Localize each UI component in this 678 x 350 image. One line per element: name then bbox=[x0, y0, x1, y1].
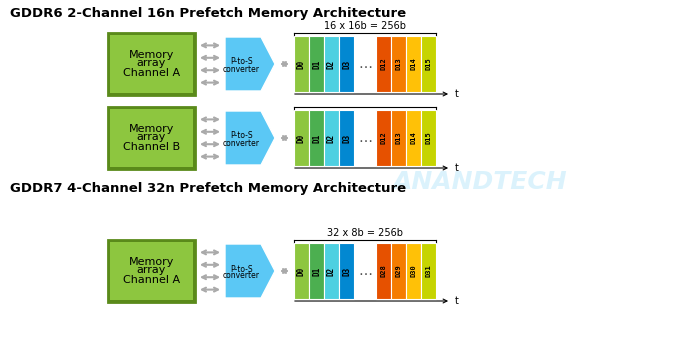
Bar bbox=[309, 36, 324, 92]
Text: Channel B: Channel B bbox=[123, 142, 180, 152]
Text: D28: D28 bbox=[380, 265, 386, 277]
Bar bbox=[294, 36, 309, 92]
Bar bbox=[339, 36, 354, 92]
Text: D30: D30 bbox=[410, 265, 416, 277]
Text: converter: converter bbox=[223, 139, 260, 147]
Text: D2: D2 bbox=[327, 133, 336, 143]
Bar bbox=[294, 243, 309, 299]
Polygon shape bbox=[225, 244, 275, 298]
Text: D3: D3 bbox=[342, 133, 351, 143]
Text: GDDR7 4-Channel 32n Prefetch Memory Architecture: GDDR7 4-Channel 32n Prefetch Memory Arch… bbox=[10, 182, 406, 195]
Bar bbox=[406, 36, 421, 92]
Polygon shape bbox=[225, 37, 275, 91]
Bar bbox=[108, 33, 195, 95]
Text: D13: D13 bbox=[395, 132, 401, 144]
Bar bbox=[110, 109, 193, 167]
Text: D1: D1 bbox=[312, 266, 321, 276]
Text: D3: D3 bbox=[342, 60, 351, 69]
Text: array: array bbox=[137, 58, 166, 68]
Text: D14: D14 bbox=[410, 58, 416, 70]
Text: …: … bbox=[358, 131, 372, 145]
Text: D2: D2 bbox=[327, 60, 336, 69]
Bar bbox=[421, 110, 436, 166]
Bar bbox=[421, 243, 436, 299]
Bar bbox=[309, 243, 324, 299]
Text: D15: D15 bbox=[426, 132, 431, 144]
Bar bbox=[391, 36, 406, 92]
Text: ANANDTECH: ANANDTECH bbox=[393, 170, 567, 194]
Text: D1: D1 bbox=[312, 60, 321, 69]
Text: D12: D12 bbox=[380, 58, 386, 70]
Text: 16 x 16b = 256b: 16 x 16b = 256b bbox=[324, 21, 406, 31]
Bar bbox=[108, 107, 195, 169]
Text: D29: D29 bbox=[395, 265, 401, 277]
Text: D13: D13 bbox=[395, 58, 401, 70]
Text: D0: D0 bbox=[297, 133, 306, 143]
Text: D0: D0 bbox=[297, 60, 306, 69]
Text: converter: converter bbox=[223, 64, 260, 74]
Polygon shape bbox=[225, 111, 275, 165]
Bar bbox=[376, 110, 391, 166]
Bar bbox=[110, 35, 193, 93]
Text: Memory: Memory bbox=[129, 124, 174, 134]
Text: D0: D0 bbox=[297, 266, 306, 276]
Bar bbox=[406, 243, 421, 299]
Text: 32 x 8b = 256b: 32 x 8b = 256b bbox=[327, 228, 403, 238]
Text: t: t bbox=[455, 296, 459, 306]
Bar bbox=[376, 243, 391, 299]
Text: Channel A: Channel A bbox=[123, 68, 180, 78]
Text: GDDR6 2-Channel 16n Prefetch Memory Architecture: GDDR6 2-Channel 16n Prefetch Memory Arch… bbox=[10, 7, 406, 20]
Text: Memory: Memory bbox=[129, 50, 174, 60]
Text: t: t bbox=[455, 89, 459, 99]
Text: P-to-S: P-to-S bbox=[231, 57, 253, 66]
Text: D14: D14 bbox=[410, 132, 416, 144]
Text: array: array bbox=[137, 265, 166, 275]
Text: D1: D1 bbox=[312, 133, 321, 143]
Bar bbox=[339, 110, 354, 166]
Text: converter: converter bbox=[223, 272, 260, 280]
Bar bbox=[110, 242, 193, 300]
Text: …: … bbox=[358, 264, 372, 278]
Bar bbox=[376, 36, 391, 92]
Bar bbox=[324, 36, 339, 92]
Bar bbox=[339, 243, 354, 299]
Text: D2: D2 bbox=[327, 266, 336, 276]
Bar bbox=[309, 110, 324, 166]
Text: D3: D3 bbox=[342, 266, 351, 276]
Text: P-to-S: P-to-S bbox=[231, 132, 253, 140]
Bar bbox=[391, 110, 406, 166]
Bar bbox=[421, 36, 436, 92]
Bar bbox=[391, 243, 406, 299]
Text: D31: D31 bbox=[426, 265, 431, 277]
Bar bbox=[108, 240, 195, 302]
Text: P-to-S: P-to-S bbox=[231, 265, 253, 273]
Text: t: t bbox=[455, 163, 459, 173]
Text: Memory: Memory bbox=[129, 257, 174, 267]
Text: Channel A: Channel A bbox=[123, 275, 180, 285]
Bar bbox=[406, 110, 421, 166]
Text: …: … bbox=[358, 57, 372, 71]
Bar bbox=[294, 110, 309, 166]
Text: D15: D15 bbox=[426, 58, 431, 70]
Bar bbox=[324, 110, 339, 166]
Bar bbox=[324, 243, 339, 299]
Text: array: array bbox=[137, 132, 166, 142]
Text: D12: D12 bbox=[380, 132, 386, 144]
